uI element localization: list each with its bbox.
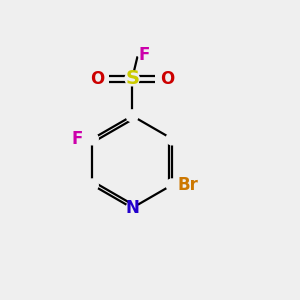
Circle shape <box>126 110 138 122</box>
Circle shape <box>139 50 149 61</box>
Text: O: O <box>160 70 174 88</box>
Circle shape <box>72 134 83 144</box>
Text: O: O <box>90 70 104 88</box>
Circle shape <box>92 73 103 85</box>
Text: N: N <box>125 199 139 217</box>
Circle shape <box>86 179 98 191</box>
Circle shape <box>127 202 137 213</box>
Text: F: F <box>138 46 150 64</box>
Circle shape <box>182 178 195 191</box>
Circle shape <box>161 73 173 85</box>
Text: F: F <box>72 130 83 148</box>
Circle shape <box>166 133 178 145</box>
Circle shape <box>166 179 178 191</box>
Circle shape <box>86 133 98 145</box>
Circle shape <box>125 71 139 86</box>
Text: Br: Br <box>178 176 199 194</box>
Circle shape <box>126 202 138 214</box>
Text: S: S <box>125 69 139 88</box>
